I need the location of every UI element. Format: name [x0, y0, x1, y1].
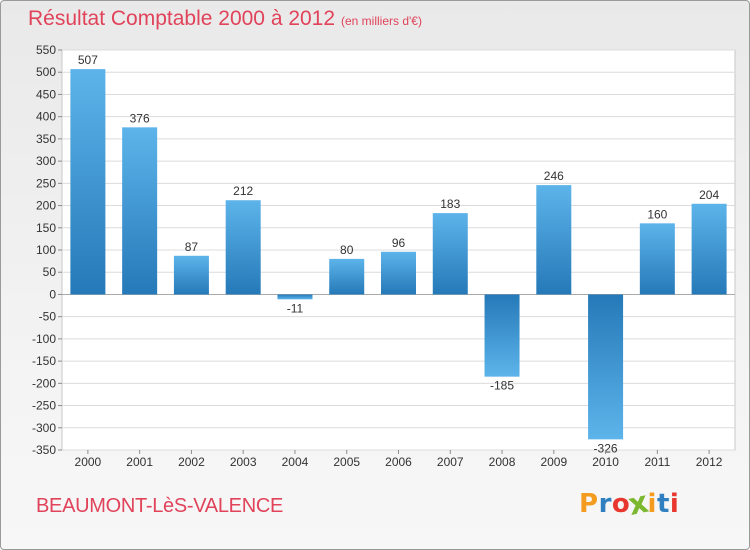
data-label-2005: 80 [340, 243, 354, 257]
data-label-2000: 507 [78, 53, 98, 67]
location-name: BEAUMONT-LèS-VALENCE [36, 495, 284, 517]
data-label-2011: 160 [647, 207, 667, 221]
x-tick-label-2008: 2008 [489, 455, 516, 469]
x-tick-label-2009: 2009 [540, 455, 567, 469]
bar-2004 [277, 294, 313, 300]
bar-2007 [432, 213, 468, 295]
x-axis-ticks: 2000 2001 2002 2003 2004 2005 2006 2007 2008 2009… [75, 450, 723, 469]
data-labels: 507 376 87 212 -11 80 96 183 -185 246 -326 160 204 [78, 53, 720, 455]
x-tick-label-2010: 2010 [592, 455, 619, 469]
data-label-2002: 87 [185, 240, 199, 254]
x-tick-label-2000: 2000 [75, 455, 102, 469]
y-tick-label: 400 [36, 110, 56, 124]
logo-letter: P [579, 489, 599, 519]
bar-2003 [225, 200, 261, 295]
y-tick-label: 150 [36, 221, 56, 235]
y-tick-label: -250 [32, 399, 56, 413]
logo-letter: t [656, 489, 670, 519]
chart-title: Résultat Comptable 2000 à 2012 [28, 7, 336, 30]
logo-letter: r [598, 489, 612, 519]
y-tick-label: -200 [32, 376, 56, 390]
bar-2011 [639, 223, 675, 295]
bar-2009 [536, 185, 572, 295]
data-label-2008: -185 [490, 379, 514, 393]
y-tick-label: 350 [36, 132, 56, 146]
x-tick-label-2011: 2011 [644, 455, 670, 469]
y-tick-label: 550 [36, 43, 56, 57]
bar-series [70, 69, 727, 440]
y-tick-label: 50 [43, 265, 57, 279]
data-label-2007: 183 [440, 197, 460, 211]
bar-2001 [122, 127, 158, 295]
y-tick-label: -100 [32, 332, 56, 346]
y-tick-label: -50 [39, 310, 57, 324]
y-axis-ticks: 550500450400350300250200150100500-50-100… [32, 43, 62, 457]
x-tick-label-2004: 2004 [282, 455, 309, 469]
data-label-2003: 212 [233, 184, 253, 198]
y-tick-label: -150 [32, 354, 56, 368]
bar-2002 [173, 255, 209, 295]
y-tick-label: -350 [32, 443, 56, 457]
y-tick-label: 250 [36, 176, 56, 190]
data-label-2001: 376 [130, 111, 150, 125]
y-tick-label: 200 [36, 199, 56, 213]
y-tick-label: 100 [36, 243, 56, 257]
bar-2008 [484, 294, 520, 377]
bar-2006 [381, 251, 416, 295]
x-tick-label-2005: 2005 [333, 455, 360, 469]
x-tick-label-2012: 2012 [696, 455, 723, 469]
bar-2010 [588, 294, 624, 440]
y-tick-label: 500 [36, 65, 56, 79]
y-tick-label: 450 [36, 87, 56, 101]
x-tick-label-2006: 2006 [385, 455, 412, 469]
logo-letter: i [647, 489, 657, 519]
bar-2000 [70, 69, 106, 295]
data-label-2010: -326 [594, 441, 618, 455]
x-tick-label-2003: 2003 [230, 455, 257, 469]
bar-2012 [691, 203, 727, 295]
data-label-2012: 204 [699, 188, 719, 202]
logo-letter: o [611, 489, 631, 519]
bar-2005 [329, 258, 365, 295]
data-label-2009: 246 [544, 169, 564, 183]
data-label-2006: 96 [392, 236, 406, 250]
x-tick-label-2002: 2002 [178, 455, 205, 469]
data-label-2004: -11 [287, 301, 304, 315]
x-tick-label-2007: 2007 [437, 455, 464, 469]
y-tick-label: 300 [36, 154, 56, 168]
proxiti-logo: Proxiti [579, 485, 680, 523]
y-tick-label: -300 [32, 421, 56, 435]
chart-subtitle: (en milliers d'€) [341, 14, 422, 28]
x-tick-label-2001: 2001 [126, 455, 153, 469]
logo-letter: i [669, 489, 680, 519]
y-tick-label: 0 [49, 287, 56, 301]
